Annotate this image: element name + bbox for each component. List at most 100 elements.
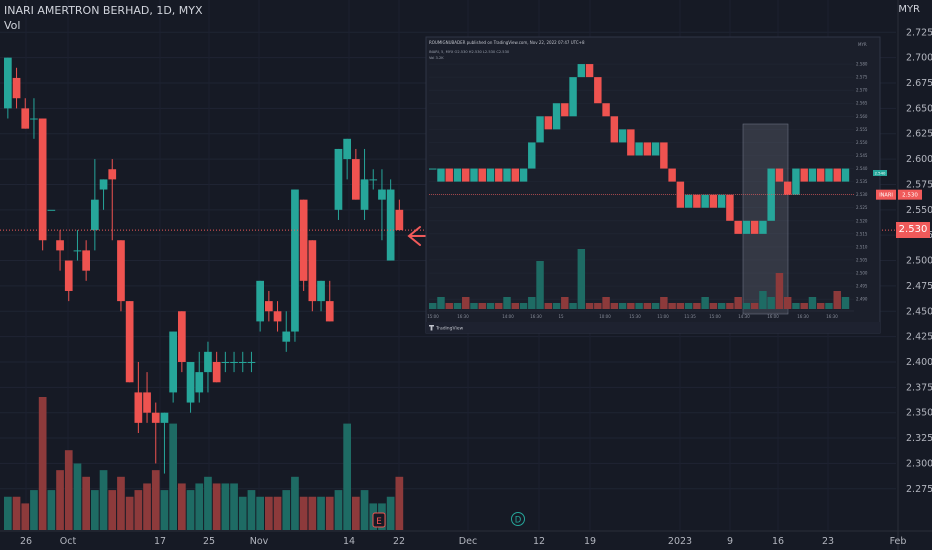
inset-candle — [569, 77, 577, 117]
candle — [334, 148, 343, 210]
inset-price-label: 2.560 — [856, 114, 868, 119]
chart-title: INARI AMERTRON BERHAD, 1D, MYX — [4, 4, 203, 17]
inset-ticker-badge-label: INARI — [879, 193, 893, 199]
inset-volume-bar — [833, 291, 841, 309]
inset-time-label: 16:30 — [797, 314, 809, 319]
inset-candle — [552, 103, 561, 130]
inset-candle — [544, 116, 553, 130]
candle — [47, 209, 56, 211]
candle — [360, 179, 369, 210]
volume-bar — [265, 496, 273, 530]
candle — [291, 189, 299, 332]
inset-candle — [759, 220, 767, 234]
inset-volume-bar — [783, 297, 792, 309]
inset-caption: ROUMIGNUBADER published on TradingView.c… — [429, 40, 585, 45]
volume-bar — [73, 463, 82, 530]
inset-secondary-badge-label: 2.540 — [875, 171, 886, 176]
volume-bar — [108, 490, 117, 530]
candle — [64, 260, 73, 291]
volume-bar — [21, 503, 30, 530]
inset-volume-bar — [544, 303, 553, 309]
inset-candle — [651, 142, 660, 156]
price-axis-label: 2.500 — [906, 256, 932, 267]
candle — [178, 311, 186, 362]
inset-price-label: 2.515 — [856, 231, 868, 236]
volume-bar — [256, 496, 264, 530]
inset-candle — [478, 168, 486, 182]
volume-bar — [64, 450, 73, 530]
candle — [386, 189, 395, 261]
price-axis-label: 2.600 — [906, 154, 932, 165]
dividend-marker-label: D — [515, 516, 522, 526]
inset-volume-bar — [825, 303, 833, 309]
volume-bar — [212, 483, 221, 530]
inset-volume-bar — [635, 303, 643, 309]
time-axis-label: 12 — [533, 536, 545, 547]
volume-bar — [186, 490, 195, 530]
inset-price-label: 2.505 — [856, 257, 868, 262]
inset-price-label: 2.510 — [856, 244, 868, 249]
inset-volume-bar — [693, 303, 701, 309]
candle — [221, 361, 230, 363]
time-axis-label: 9 — [727, 536, 733, 547]
candle — [378, 189, 386, 200]
candle — [186, 361, 195, 403]
volume-bar — [12, 496, 21, 530]
inset-candle — [734, 220, 742, 234]
volume-bar — [91, 490, 99, 530]
inset-volume-bar — [816, 303, 825, 309]
candle — [238, 361, 247, 363]
price-axis-label: 2.375 — [906, 382, 932, 393]
volume-bar — [395, 476, 404, 530]
volume-bar — [317, 496, 325, 530]
inset-time-label: 16:30 — [457, 314, 469, 319]
time-axis-label: 19 — [584, 536, 596, 547]
inset-candle — [643, 142, 652, 156]
inset-volume-bar — [701, 297, 709, 309]
earnings-marker-label: E — [376, 517, 382, 527]
inset-volume-bar — [437, 297, 445, 309]
inset-candle — [841, 168, 850, 182]
volume-bar — [4, 496, 12, 530]
volume-bar — [273, 496, 282, 530]
inset-candle — [726, 194, 734, 221]
candle — [99, 179, 108, 190]
inset-candle — [800, 168, 808, 182]
inset-volume-bar — [709, 303, 718, 309]
inset-volume-bar — [594, 303, 602, 309]
candle — [343, 138, 351, 160]
candle — [117, 240, 125, 302]
time-axis-label: Oct — [60, 536, 77, 547]
candle — [151, 412, 160, 423]
price-axis-label: 2.725 — [906, 27, 932, 38]
volume-bar — [238, 496, 247, 530]
inset-candle — [519, 168, 528, 182]
inset-candle — [750, 220, 759, 234]
inset-footer-bar — [426, 322, 880, 333]
inset-candle — [577, 64, 586, 78]
inset-price-label: 2.530 — [856, 192, 868, 197]
inset-candle — [668, 168, 676, 182]
inset-volume-bar — [643, 303, 652, 309]
candle — [282, 331, 291, 342]
inset-volume-bar — [429, 303, 437, 309]
inset-candle — [693, 194, 701, 208]
inset-volume-bar — [750, 303, 759, 309]
inset-volume-bar — [668, 303, 676, 309]
time-axis-label: 2023 — [668, 536, 692, 547]
inset-price-label: 2.535 — [856, 179, 868, 184]
inset-candle — [470, 168, 478, 182]
last-price-badge: 2.530 — [896, 222, 930, 239]
inset-price-label: 2.570 — [856, 88, 868, 93]
inset-screenshot: 2.490 2.495 2.500 2.505 2.510 2.515 2.520 2.525… — [425, 36, 922, 334]
inset-currency: MYR — [858, 42, 867, 47]
inset-price-badge-label: 2.530 — [902, 193, 918, 199]
inset-secondary-badge — [873, 170, 887, 176]
inset-price-badge — [898, 189, 922, 200]
inset-footer-label: TradingView — [435, 326, 464, 332]
inset-volume-bar — [552, 303, 561, 309]
inset-price-label: 2.490 — [856, 297, 868, 302]
volume-label: Vol — [4, 19, 21, 32]
time-axis-label: Feb — [890, 536, 907, 547]
